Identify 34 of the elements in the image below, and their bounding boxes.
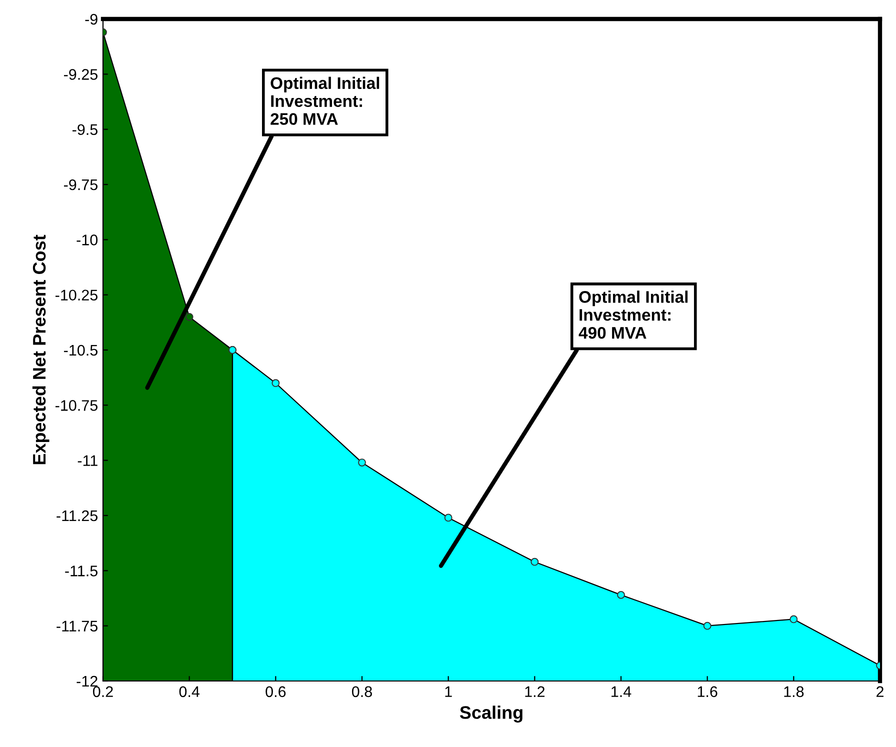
y-tick-label: -12 — [76, 676, 98, 687]
x-tick-label: 0.4 — [179, 686, 200, 698]
x-tick-label: 1.8 — [784, 686, 804, 698]
x-tick-label: 1.2 — [525, 686, 545, 697]
y-tick-label: -11 — [78, 455, 98, 466]
x-tick-label: 1.4 — [612, 686, 632, 697]
point — [272, 379, 280, 388]
x-tick-label: 1.6 — [698, 686, 718, 698]
x-tick-label: 1 — [445, 686, 452, 697]
point — [444, 514, 452, 522]
y-axis-title: Expected Net Present Cost — [32, 234, 50, 464]
y-tick-label: -9.5 — [72, 124, 98, 136]
x-axis-title: Scaling — [460, 706, 522, 723]
x-tick-label: 0.6 — [266, 686, 286, 698]
y-tick-label: -11.5 — [65, 566, 98, 576]
y-tick-label: -9.25 — [64, 69, 98, 80]
y-tick-label: -10.25 — [56, 290, 98, 301]
y-tick-label: -10.75 — [56, 400, 98, 411]
y-tick-label: -11.75 — [56, 620, 98, 632]
annotation: Optimal Initial Investment: 490 MVA — [578, 290, 688, 339]
y-tick-label: -9 — [85, 14, 98, 25]
y-tick-label: -10 — [76, 234, 98, 246]
point — [617, 590, 625, 599]
annotation: Optimal Initial Investment: 250 MVA — [270, 76, 380, 125]
point — [358, 458, 366, 466]
y-tick-label: -11.25 — [56, 510, 98, 522]
y-tick-label: -10.5 — [64, 344, 98, 356]
point — [703, 622, 712, 630]
x-tick-label: 0.8 — [352, 686, 372, 698]
point — [530, 558, 539, 566]
point — [790, 615, 798, 624]
x-tick-label: 2 — [876, 686, 884, 697]
x-tick-label: 0.2 — [92, 686, 113, 698]
y-tick-label: -9.75 — [64, 179, 98, 190]
